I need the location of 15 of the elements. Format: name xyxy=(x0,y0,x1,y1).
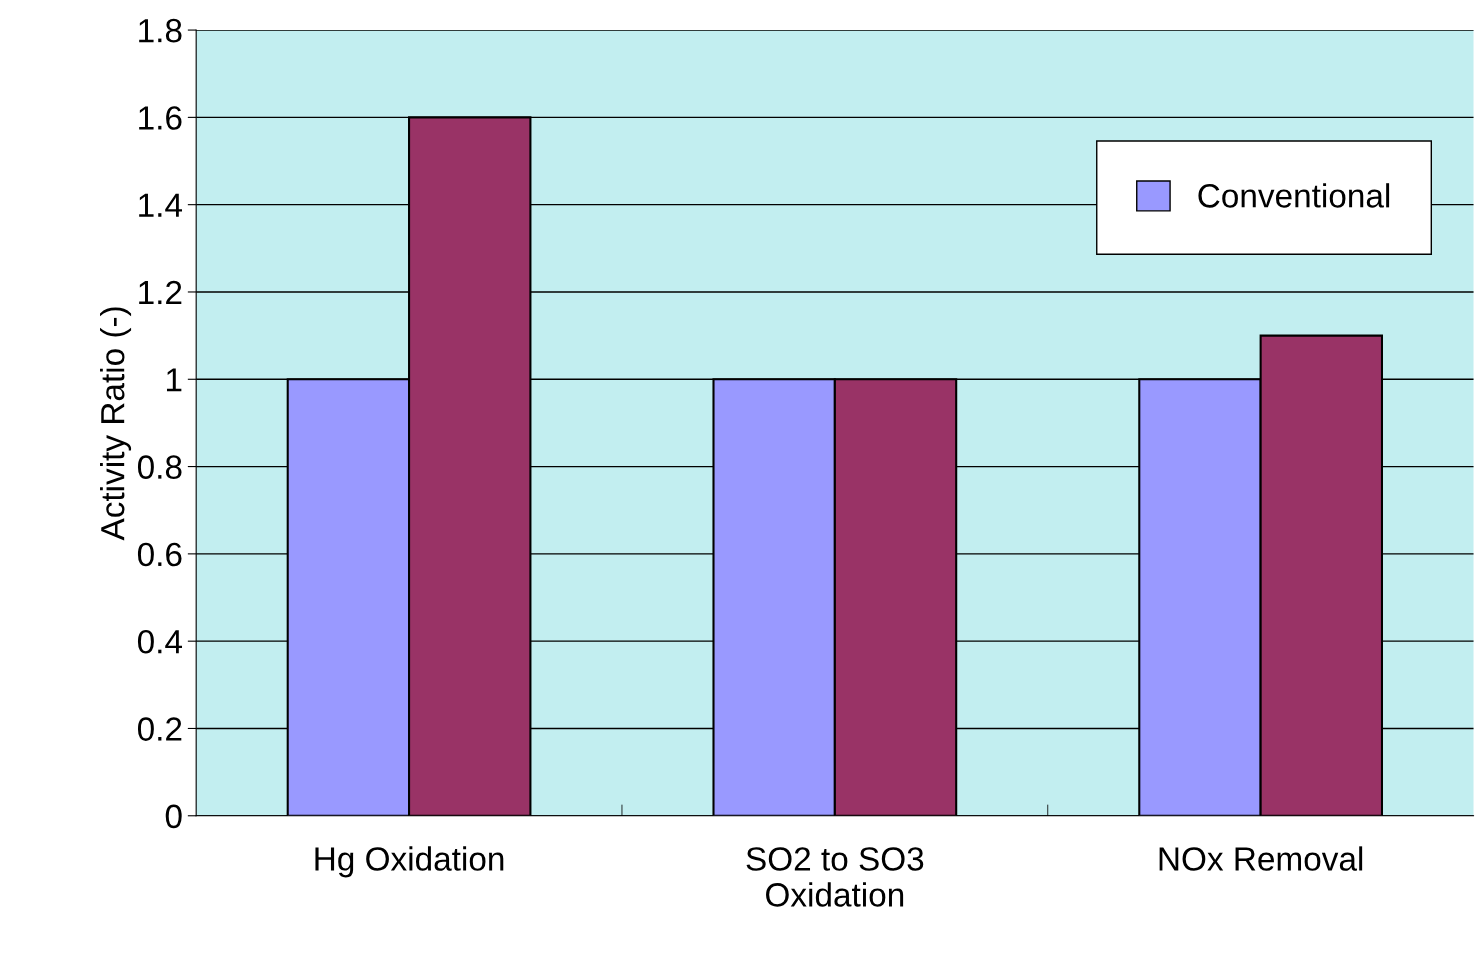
x-tick-label: Hg Oxidation xyxy=(315,846,504,878)
x-tick-label: SO2 to SO3 Oxidation xyxy=(746,847,924,907)
y-tick-label: 1.8 xyxy=(139,18,182,43)
y-tick-label: 0.8 xyxy=(137,455,182,479)
y-tick-label: 0 xyxy=(165,804,182,829)
y-tick-label: 0.4 xyxy=(137,629,183,654)
x-tick-label: NOx Removal xyxy=(1159,846,1363,871)
y-tick-label: 0.2 xyxy=(137,717,182,741)
y-tick-label: 1 xyxy=(166,368,182,392)
y-tick-label: 1.2 xyxy=(139,280,182,305)
y-tick-label: 1.4 xyxy=(139,193,183,217)
y-axis-title: Activity Ratio (-) xyxy=(100,307,132,541)
y-tick-label: 0.6 xyxy=(137,542,182,567)
legend-label: Conventional xyxy=(1198,183,1390,208)
y-tick-label: 1.6 xyxy=(139,106,182,130)
